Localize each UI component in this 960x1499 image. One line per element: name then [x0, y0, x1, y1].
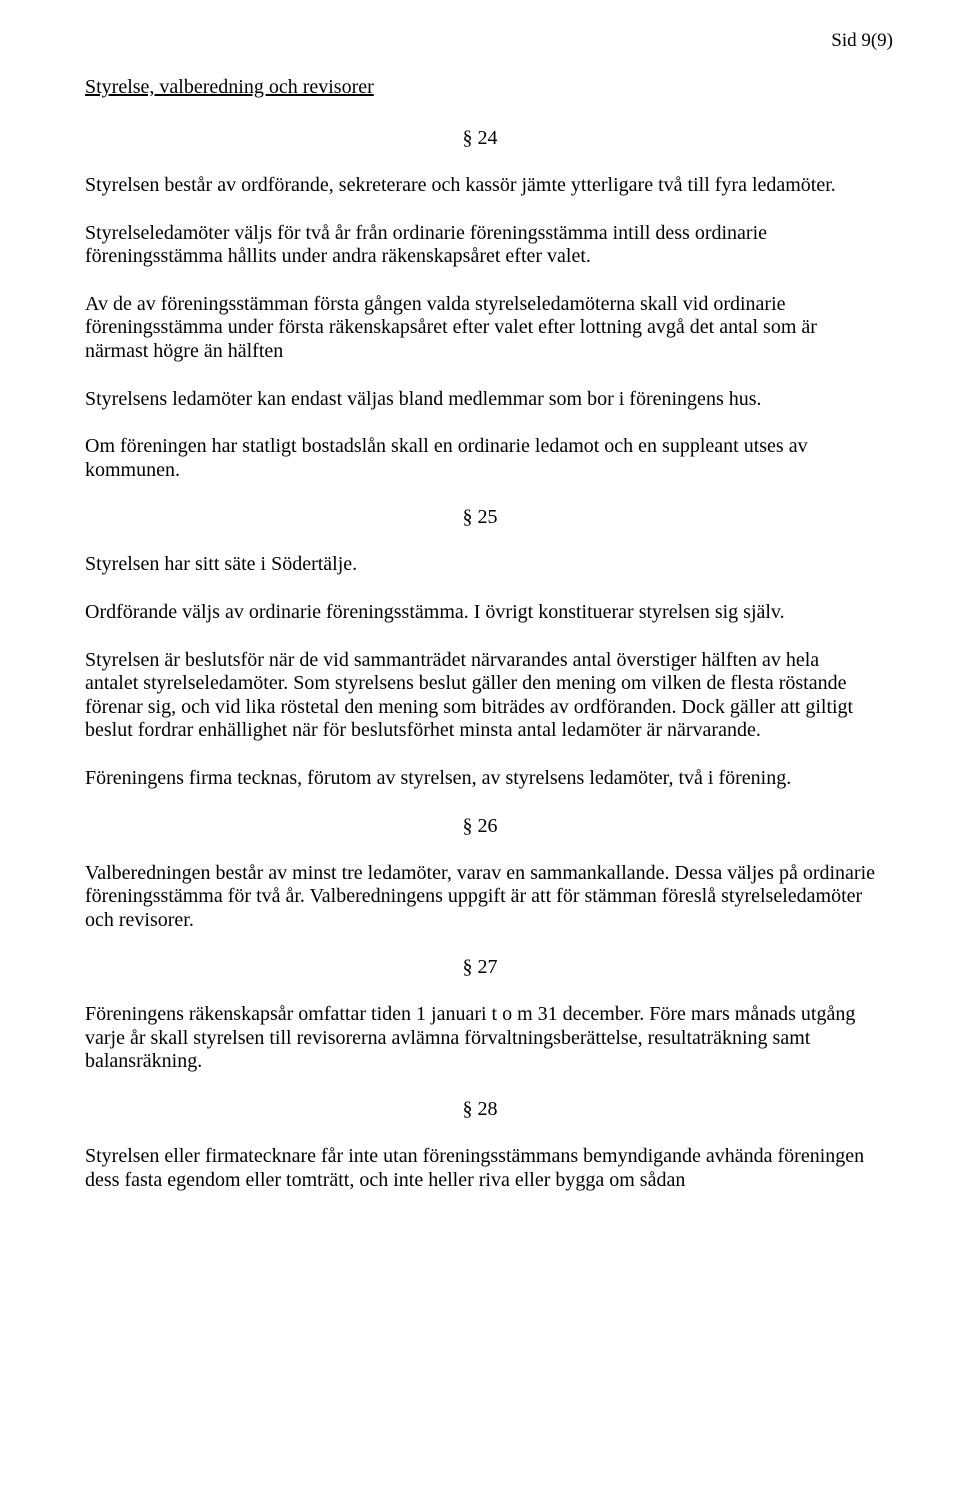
paragraph: Styrelseledamöter väljs för två år från …	[85, 222, 875, 269]
page-number: Sid 9(9)	[85, 30, 893, 52]
paragraph: Styrelsen är beslutsför när de vid samma…	[85, 649, 875, 743]
section-number-26: § 26	[85, 815, 875, 838]
paragraph: Styrelsen består av ordförande, sekreter…	[85, 174, 875, 198]
section-number-28: § 28	[85, 1098, 875, 1121]
section-number-25: § 25	[85, 506, 875, 529]
paragraph: Ordförande väljs av ordinarie föreningss…	[85, 601, 875, 625]
paragraph: Styrelsen har sitt säte i Södertälje.	[85, 553, 875, 577]
paragraph: Av de av föreningsstämman första gången …	[85, 293, 875, 364]
paragraph: Valberedningen består av minst tre ledam…	[85, 862, 875, 933]
paragraph: Föreningens firma tecknas, förutom av st…	[85, 767, 875, 791]
paragraph: Styrelsens ledamöter kan endast väljas b…	[85, 388, 875, 412]
section-number-24: § 24	[85, 127, 875, 150]
section-number-27: § 27	[85, 956, 875, 979]
paragraph: Föreningens räkenskapsår omfattar tiden …	[85, 1003, 875, 1074]
paragraph: Styrelsen eller firmatecknare får inte u…	[85, 1145, 875, 1192]
paragraph: Om föreningen har statligt bostadslån sk…	[85, 435, 875, 482]
section-heading: Styrelse, valberedning och revisorer	[85, 76, 875, 99]
document-page: Sid 9(9) Styrelse, valberedning och revi…	[0, 0, 960, 1246]
